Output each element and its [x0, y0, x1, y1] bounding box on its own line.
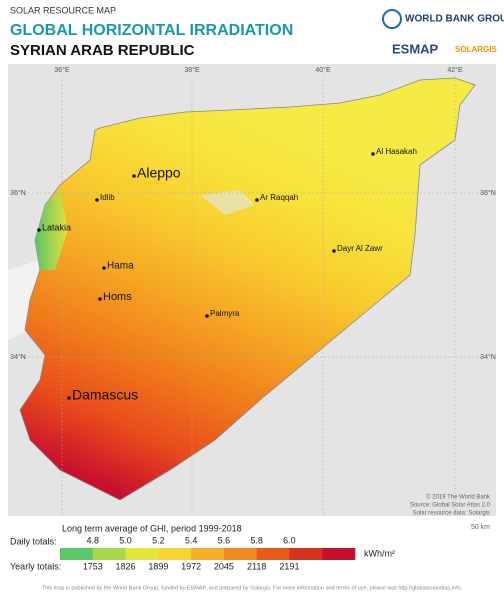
lat-label: 34°N [10, 353, 26, 361]
city-label: Homs [103, 291, 132, 303]
lat-label: 36°N [480, 189, 496, 197]
wb-text: WORLD BANK GROUP [405, 14, 504, 25]
daily-value: 5.2 [152, 535, 165, 545]
lon-label: 36°E [54, 66, 70, 74]
city-dot [132, 174, 136, 178]
daily-label: Daily totals: [10, 536, 57, 546]
city-dot [67, 396, 71, 400]
city-dot [255, 198, 259, 202]
city-dot [95, 198, 99, 202]
credit: Solar resource data: Solargis [413, 511, 490, 517]
yearly-value: 1826 [116, 561, 136, 571]
city-label: Idlib [100, 193, 115, 202]
legend-swatch [92, 548, 126, 560]
yearly-value: 1972 [181, 561, 201, 571]
country: SYRIAN ARAB REPUBLIC [10, 42, 195, 59]
solargis: SOLARGIS [455, 45, 497, 54]
city-label: Dayr Al Zawr [337, 244, 383, 253]
legend-swatch [60, 548, 94, 560]
credit: © 2019 The World Bank [426, 494, 491, 501]
yearly-value: 2118 [247, 561, 266, 571]
daily-value: 5.8 [250, 535, 263, 545]
yearly-value: 1899 [148, 561, 168, 571]
city-dot [102, 266, 106, 270]
legend-swatch [191, 548, 225, 560]
sea [8, 260, 40, 340]
daily-value: 4.8 [87, 535, 100, 545]
city-dot [332, 249, 336, 253]
unit: kWh/m² [364, 548, 395, 558]
yearly-value: 1753 [83, 561, 103, 571]
city-label: Hama [107, 261, 134, 272]
yearly-label: Yearly totals: [10, 561, 61, 571]
wb-logo [382, 9, 402, 29]
scale: 50 km [471, 524, 490, 531]
city-label: Ar Raqqah [260, 193, 298, 202]
credit: Source: Global Solar Atlas 2.0 [410, 503, 491, 509]
city-label: Aleppo [137, 165, 181, 181]
graticule [20, 76, 484, 516]
city-dot [37, 228, 41, 232]
yearly-value: 2191 [279, 561, 299, 571]
legend-swatch [256, 548, 290, 560]
legend-swatch [322, 548, 356, 560]
legend-swatch [158, 548, 192, 560]
subtitle: SOLAR RESOURCE MAP [10, 5, 116, 15]
title: GLOBAL HORIZONTAL IRRADIATION [10, 22, 293, 39]
legend-swatch [223, 548, 257, 560]
lon-label: 40°E [315, 66, 331, 74]
legend-swatch [125, 548, 159, 560]
city-dot [205, 314, 209, 318]
daily-value: 5.4 [185, 535, 198, 545]
city-label: Latakia [42, 222, 71, 232]
lat-label: 34°N [480, 353, 496, 361]
coast-zone [35, 190, 68, 270]
footer: This map is published by the World Bank … [42, 585, 463, 591]
yearly-value: 2045 [214, 561, 234, 571]
lake [200, 190, 255, 215]
lat-label: 36°N [10, 189, 26, 197]
daily-value: 6.0 [283, 535, 296, 545]
esmap: ESMAP [392, 41, 439, 56]
city-label: Palmyra [210, 309, 240, 318]
city-label: Damascus [72, 387, 138, 403]
lon-label: 42°E [447, 66, 463, 74]
daily-value: 5.0 [119, 535, 132, 545]
daily-value: 5.6 [218, 535, 231, 545]
legend-title: Long term average of GHI, period 1999-20… [62, 523, 242, 533]
city-label: Al Hasakah [376, 147, 417, 156]
lon-label: 38°E [184, 66, 200, 74]
legend-swatch [289, 548, 323, 560]
city-dot [98, 297, 102, 301]
city-dot [371, 152, 375, 156]
